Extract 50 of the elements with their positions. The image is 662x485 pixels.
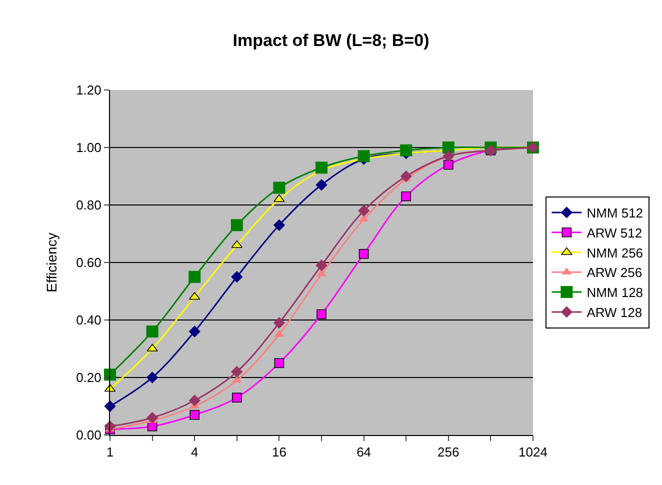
x-tick-label: 64 (356, 444, 372, 460)
point (401, 191, 411, 202)
legend-label: NMM 128 (586, 285, 644, 300)
point (146, 372, 158, 384)
point (232, 392, 242, 403)
legend-label: ARW 128 (586, 305, 642, 320)
y-tick-label: 0.00 (76, 428, 102, 443)
point (358, 214, 369, 222)
point (316, 162, 328, 174)
point (273, 317, 286, 329)
point (146, 412, 158, 424)
point (274, 358, 284, 368)
x-tick-label: 1 (106, 444, 114, 460)
y-tick-label: 1.00 (76, 140, 102, 156)
legend-label: ARW 256 (586, 265, 642, 280)
x-tick-label: 16 (272, 444, 286, 460)
point (400, 170, 412, 182)
point (316, 179, 328, 191)
point (231, 366, 243, 378)
point (146, 326, 158, 338)
point (400, 144, 412, 156)
point (274, 330, 284, 337)
legend-label: NMM 256 (586, 245, 644, 260)
x-tick-label: 4 (190, 444, 198, 460)
point (444, 160, 454, 170)
legend-label: ARW 512 (586, 225, 642, 240)
point (188, 270, 201, 283)
x-tick-label: 1024 (518, 444, 548, 460)
point (316, 309, 326, 320)
point (358, 204, 370, 217)
y-tick-label: 0.40 (76, 312, 102, 328)
y-tick-label: 0.20 (76, 370, 102, 386)
legend-label: NMM 512 (586, 206, 644, 221)
point (442, 142, 454, 154)
y-axis-title: Efficiency (44, 232, 60, 292)
point (442, 150, 454, 162)
point (273, 219, 286, 231)
point (190, 410, 200, 420)
y-tick-label: 1.20 (76, 82, 102, 98)
y-tick-label: 0.80 (76, 198, 102, 213)
point (273, 182, 286, 194)
point (358, 248, 369, 259)
point (230, 219, 243, 232)
point (316, 260, 328, 272)
point (231, 271, 243, 283)
y-tick-label: 0.60 (76, 255, 102, 270)
chart-title: Impact of BW (L=8; B=0) (232, 30, 430, 50)
x-tick-label: 256 (438, 444, 460, 460)
point (188, 326, 200, 338)
point (188, 394, 200, 406)
